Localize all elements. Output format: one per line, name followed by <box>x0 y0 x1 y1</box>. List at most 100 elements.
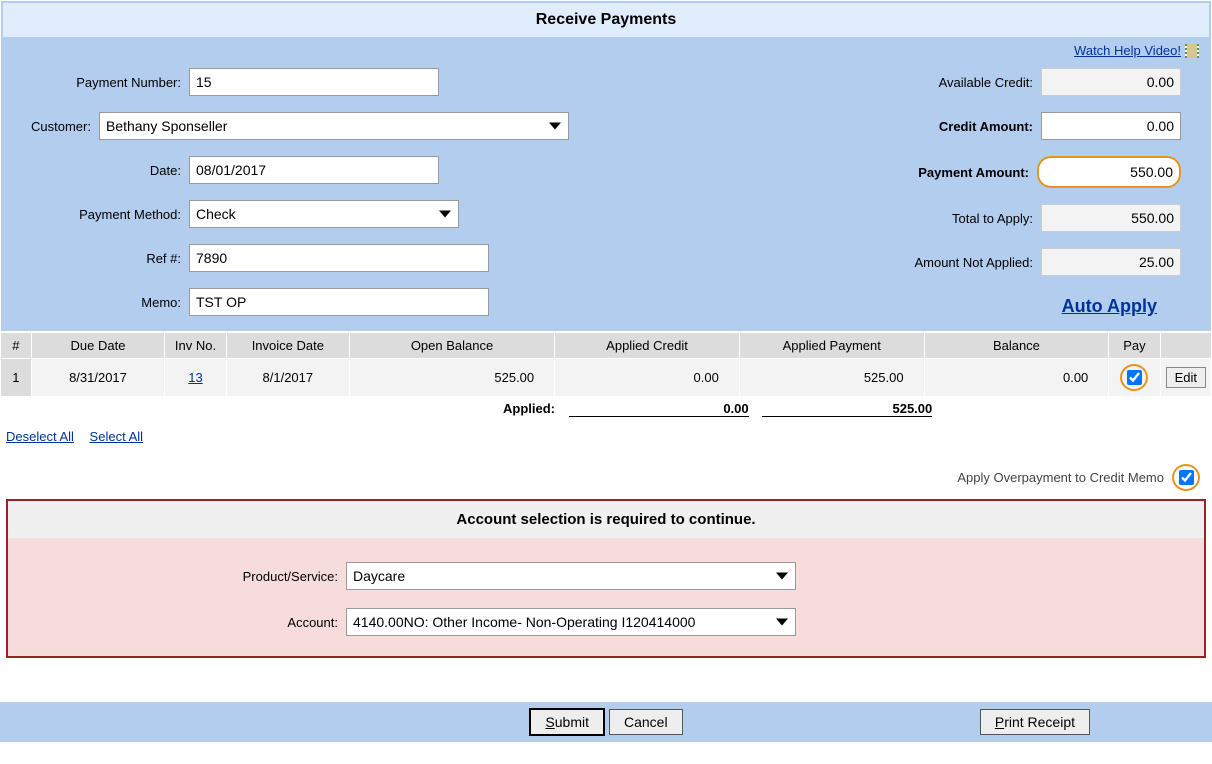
submit-underline: S <box>545 714 554 730</box>
col-edit <box>1160 333 1211 359</box>
print-receipt-wrap: Print Receipt <box>978 709 1092 735</box>
help-video-link[interactable]: Watch Help Video! <box>1074 43 1199 58</box>
cell-applied-credit: 0.00 <box>555 359 740 397</box>
col-balance: Balance <box>924 333 1109 359</box>
overpayment-checkbox[interactable] <box>1179 470 1194 485</box>
invoice-link[interactable]: 13 <box>188 370 202 385</box>
amount-not-applied-value <box>1041 248 1181 276</box>
product-service-select[interactable] <box>346 562 796 590</box>
payment-number-label: Payment Number: <box>31 75 181 90</box>
total-to-apply-label: Total to Apply: <box>873 211 1033 226</box>
credit-amount-row: Credit Amount: <box>873 112 1181 140</box>
cell-inv-no: 13 <box>165 359 227 397</box>
page-title: Receive Payments <box>3 3 1209 37</box>
cell-rownum: 1 <box>1 359 32 397</box>
applied-totals-row: Applied: 0.00 525.00 <box>0 397 1212 425</box>
col-inv-no: Inv No. <box>165 333 227 359</box>
col-rownum: # <box>1 333 32 359</box>
submit-rest: ubmit <box>555 714 589 730</box>
ref-row: Ref #: <box>31 244 491 272</box>
film-icon <box>1185 44 1199 58</box>
available-credit-label: Available Credit: <box>873 75 1033 90</box>
help-link-row: Watch Help Video! <box>1 39 1211 58</box>
account-fields: Product/Service: Account: <box>8 538 1204 636</box>
print-receipt-button[interactable]: Print Receipt <box>980 709 1090 735</box>
cancel-button[interactable]: Cancel <box>609 709 683 735</box>
bottom-bar: Submit Cancel Print Receipt <box>0 702 1212 742</box>
date-input[interactable] <box>189 156 439 184</box>
account-select-wrap <box>346 608 796 636</box>
form-area: Payment Number: Customer: Date: Payment … <box>1 58 1211 331</box>
col-invoice-date: Invoice Date <box>226 333 349 359</box>
payment-method-select[interactable] <box>189 200 459 228</box>
customer-select-wrap <box>99 112 569 140</box>
pay-checkbox-highlight <box>1120 364 1148 391</box>
help-video-label: Watch Help Video! <box>1074 43 1181 58</box>
col-applied-payment: Applied Payment <box>739 333 924 359</box>
date-label: Date: <box>31 163 181 178</box>
customer-label: Customer: <box>31 119 91 134</box>
print-rest: rint Receipt <box>1004 714 1075 730</box>
deselect-all-link[interactable]: Deselect All <box>6 429 74 444</box>
account-select[interactable] <box>346 608 796 636</box>
amount-not-applied-label: Amount Not Applied: <box>873 255 1033 270</box>
date-row: Date: <box>31 156 491 184</box>
left-column: Payment Number: Customer: Date: Payment … <box>31 68 491 317</box>
cell-pay <box>1109 359 1160 397</box>
total-to-apply-value <box>1041 204 1181 232</box>
cell-applied-payment: 525.00 <box>739 359 924 397</box>
account-label: Account: <box>228 615 338 630</box>
payment-method-row: Payment Method: <box>31 200 491 228</box>
col-applied-credit: Applied Credit <box>555 333 740 359</box>
payment-number-row: Payment Number: <box>31 68 491 96</box>
customer-select[interactable] <box>99 112 569 140</box>
credit-amount-input[interactable] <box>1041 112 1181 140</box>
main-panel: Receive Payments Watch Help Video! Payme… <box>0 0 1212 332</box>
select-all-link[interactable]: Select All <box>90 429 143 444</box>
available-credit-row: Available Credit: <box>873 68 1181 96</box>
account-selection-panel: Account selection is required to continu… <box>6 499 1206 658</box>
product-service-select-wrap <box>346 562 796 590</box>
available-credit-value <box>1041 68 1181 96</box>
memo-input[interactable] <box>189 288 489 316</box>
submit-button[interactable]: Submit <box>529 708 605 736</box>
payment-amount-row: Payment Amount: <box>869 156 1181 188</box>
cell-due-date: 8/31/2017 <box>31 359 164 397</box>
memo-label: Memo: <box>31 295 181 310</box>
table-row: 1 8/31/2017 13 8/1/2017 525.00 0.00 525.… <box>1 359 1212 397</box>
auto-apply-link[interactable]: Auto Apply <box>1062 296 1157 317</box>
product-service-label: Product/Service: <box>228 569 338 584</box>
col-due-date: Due Date <box>31 333 164 359</box>
payment-amount-highlight <box>1037 156 1181 188</box>
edit-button[interactable]: Edit <box>1166 367 1206 388</box>
applied-label: Applied: <box>0 401 555 416</box>
customer-row: Customer: <box>31 112 491 140</box>
pay-checkbox[interactable] <box>1127 370 1142 385</box>
overpayment-row: Apply Overpayment to Credit Memo <box>0 464 1212 499</box>
cell-edit: Edit <box>1160 359 1211 397</box>
col-open-balance: Open Balance <box>349 333 554 359</box>
payment-number-input[interactable] <box>189 68 439 96</box>
payment-method-select-wrap <box>189 200 459 228</box>
product-service-row: Product/Service: <box>228 562 796 590</box>
selection-links-row: Deselect All Select All <box>0 425 1212 464</box>
cell-open-balance: 525.00 <box>349 359 554 397</box>
payment-amount-label: Payment Amount: <box>869 165 1029 180</box>
cell-balance: 0.00 <box>924 359 1109 397</box>
amount-not-applied-row: Amount Not Applied: <box>873 248 1181 276</box>
total-to-apply-row: Total to Apply: <box>873 204 1181 232</box>
print-underline: P <box>995 714 1004 730</box>
account-row: Account: <box>228 608 796 636</box>
ref-label: Ref #: <box>31 251 181 266</box>
overpayment-label: Apply Overpayment to Credit Memo <box>957 470 1164 485</box>
credit-amount-label: Credit Amount: <box>873 119 1033 134</box>
ref-input[interactable] <box>189 244 489 272</box>
payment-amount-input[interactable] <box>1039 158 1179 186</box>
memo-row: Memo: <box>31 288 491 316</box>
col-pay: Pay <box>1109 333 1160 359</box>
right-column: Available Credit: Credit Amount: Payment… <box>841 68 1181 317</box>
applied-credit-total: 0.00 <box>569 401 749 417</box>
invoice-table: # Due Date Inv No. Invoice Date Open Bal… <box>0 332 1212 397</box>
account-panel-header: Account selection is required to continu… <box>8 501 1204 538</box>
overpayment-checkbox-highlight <box>1172 464 1200 491</box>
